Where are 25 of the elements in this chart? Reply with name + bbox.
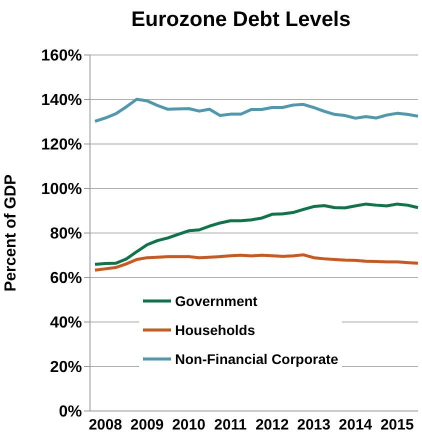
y-tick-label: 140%	[41, 92, 82, 110]
line-series	[94, 98, 420, 123]
y-tick-label: 0%	[58, 404, 82, 421]
legend-label: Households	[175, 322, 256, 338]
y-tick-label: 160%	[41, 48, 82, 65]
line-series	[94, 202, 420, 266]
x-tick-label: 2009	[130, 416, 164, 434]
line-series	[94, 253, 420, 272]
y-tick-label: 80%	[50, 226, 82, 243]
y-tick-label: 100%	[41, 181, 82, 198]
y-tick-label: 40%	[50, 314, 82, 332]
y-tick-label: 120%	[41, 136, 82, 154]
x-tick-label: 2014	[338, 416, 373, 434]
x-tick-label: 2010	[172, 416, 206, 434]
x-tick-label: 2015	[380, 416, 414, 434]
x-tick-label: 2008	[88, 416, 122, 434]
legend-label: Non-Financial Corporate	[175, 350, 338, 366]
x-tick-label: 2011	[214, 416, 247, 434]
y-axis-title: Percent of GDP	[2, 174, 20, 292]
x-tick-label: 2012	[255, 416, 289, 434]
y-tick-label: 20%	[50, 359, 82, 376]
legend-label: Government	[175, 292, 258, 308]
y-tick-label: 60%	[50, 270, 82, 288]
x-tick-label: 2013	[297, 416, 330, 434]
chart-title: Eurozone Debt Levels	[130, 7, 352, 33]
